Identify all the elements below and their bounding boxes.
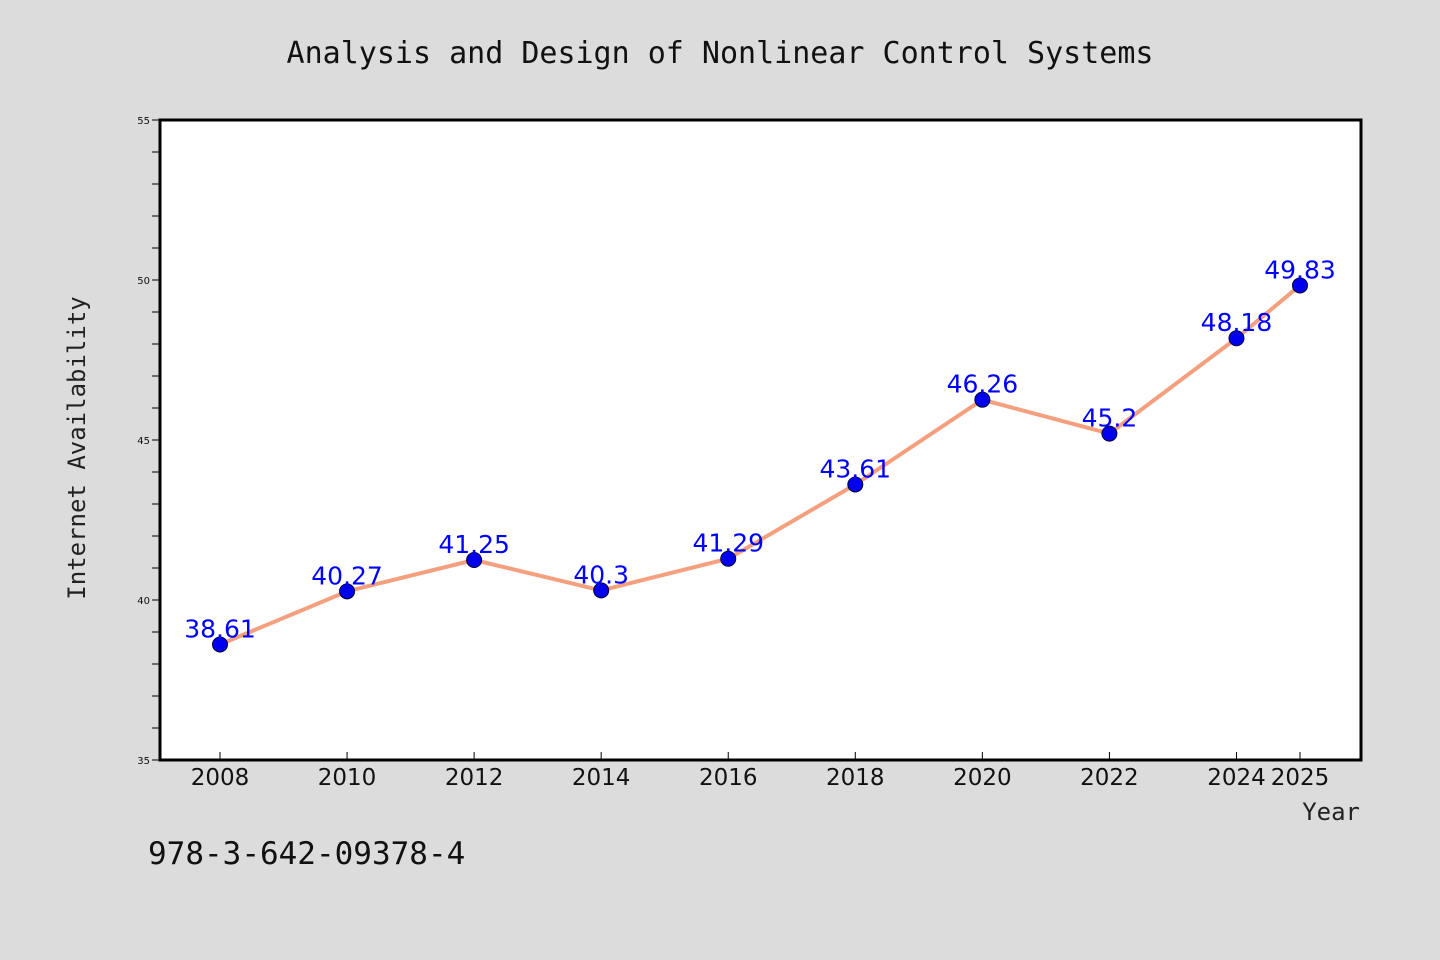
data-point: [974, 391, 991, 408]
data-label: 49.83: [1264, 255, 1336, 284]
data-label: 40.27: [311, 561, 383, 590]
y-axis-label: Internet Availability: [63, 296, 91, 599]
y-tick-label: 45: [137, 436, 150, 447]
x-tick-label: 2012: [445, 765, 504, 791]
x-axis-label: Year: [1302, 798, 1360, 826]
series-line: [218, 283, 1302, 647]
data-label: 40.3: [573, 560, 629, 589]
data-label: 45.2: [1082, 404, 1138, 433]
data-point: [339, 583, 356, 600]
x-tick-label: 2018: [826, 765, 885, 791]
data-point: [466, 552, 483, 568]
data-label: 38.61: [184, 614, 256, 643]
data-point: [1101, 425, 1118, 442]
x-tick-label: 2022: [1080, 765, 1139, 791]
data-label: 48.18: [1201, 308, 1273, 337]
y-tick-label: 35: [137, 756, 150, 767]
chart-title: Analysis and Design of Nonlinear Control…: [287, 36, 1154, 71]
data-labels: 38.61 40.27 41.25 40.3 41.29 43.61 46.26 45.2 48…: [184, 255, 1336, 643]
data-point: [212, 636, 228, 653]
data-label: 43.61: [820, 454, 892, 483]
x-tick-label: 2016: [699, 765, 758, 791]
plot-frame: [158, 118, 1363, 762]
y-tick-label: 55: [137, 116, 150, 127]
data-point: [720, 550, 737, 567]
data-point: [847, 476, 864, 493]
x-tick-label: 2025: [1271, 765, 1330, 791]
y-axis-tick-labels: 35 40 45 50 55: [137, 116, 150, 767]
y-tick-label: 50: [137, 276, 150, 287]
series-markers: [212, 277, 1308, 653]
x-tick-label: 2008: [191, 765, 250, 791]
x-tick-label: 2024: [1207, 765, 1266, 791]
x-axis-tick-labels: 2008 2010 2012 2014 2016 2018 2020 2022 2024 2025: [191, 765, 1330, 791]
x-tick-label: 2014: [572, 765, 631, 791]
data-point: [1292, 277, 1308, 294]
data-point: [1228, 330, 1245, 347]
plot-area: [160, 120, 1361, 760]
x-tick-label: 2020: [953, 765, 1012, 791]
isbn-footnote: 978-3-642-09378-4: [148, 836, 465, 872]
x-tick-label: 2010: [318, 765, 377, 791]
data-label: 41.25: [438, 530, 510, 559]
y-tick-label: 40: [137, 596, 150, 607]
data-point: [593, 582, 610, 599]
data-label: 41.29: [692, 529, 764, 558]
data-label: 46.26: [947, 370, 1019, 399]
